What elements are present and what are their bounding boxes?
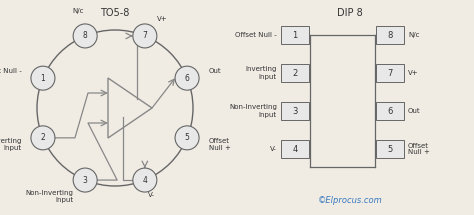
Text: N/c: N/c — [73, 8, 84, 14]
Text: Offset
Null +: Offset Null + — [408, 143, 430, 155]
Text: TO5-8: TO5-8 — [100, 8, 130, 18]
Text: 2: 2 — [41, 133, 46, 142]
Text: V-: V- — [148, 192, 155, 198]
Text: Out: Out — [209, 68, 221, 74]
Text: 8: 8 — [387, 31, 392, 40]
Text: 2: 2 — [292, 69, 298, 77]
FancyBboxPatch shape — [376, 140, 404, 158]
Text: 6: 6 — [185, 74, 190, 83]
Text: 8: 8 — [83, 31, 88, 40]
Text: 4: 4 — [142, 176, 147, 184]
FancyBboxPatch shape — [376, 102, 404, 120]
Text: 5: 5 — [387, 144, 392, 154]
Text: 1: 1 — [292, 31, 298, 40]
Text: 3: 3 — [292, 106, 298, 115]
Circle shape — [31, 126, 55, 150]
Text: 1: 1 — [41, 74, 46, 83]
FancyBboxPatch shape — [281, 102, 309, 120]
Text: V+: V+ — [408, 70, 419, 76]
FancyBboxPatch shape — [281, 140, 309, 158]
FancyBboxPatch shape — [376, 64, 404, 82]
Text: V+: V+ — [157, 16, 167, 22]
Text: Non-Inverting
Input: Non-Inverting Input — [26, 190, 73, 203]
Text: Non-Inverting
Input: Non-Inverting Input — [229, 104, 277, 118]
Circle shape — [73, 168, 97, 192]
Text: N/c: N/c — [408, 32, 419, 38]
Text: Offset Null -: Offset Null - — [235, 32, 277, 38]
FancyBboxPatch shape — [281, 64, 309, 82]
Circle shape — [175, 126, 199, 150]
Text: V-: V- — [270, 146, 277, 152]
Circle shape — [133, 24, 157, 48]
Text: 6: 6 — [387, 106, 392, 115]
Circle shape — [133, 168, 157, 192]
Text: Offset
Null +: Offset Null + — [209, 138, 230, 151]
Text: 7: 7 — [142, 31, 147, 40]
Circle shape — [31, 66, 55, 90]
Text: Inverting
Input: Inverting Input — [0, 138, 21, 151]
Text: ©Elprocus.com: ©Elprocus.com — [318, 196, 383, 205]
Text: 5: 5 — [185, 133, 190, 142]
Circle shape — [175, 66, 199, 90]
FancyBboxPatch shape — [376, 26, 404, 44]
Text: 4: 4 — [292, 144, 298, 154]
Text: Out: Out — [408, 108, 420, 114]
Text: 3: 3 — [83, 176, 88, 184]
Text: Inverting
Input: Inverting Input — [246, 66, 277, 80]
Text: 7: 7 — [387, 69, 392, 77]
FancyBboxPatch shape — [281, 26, 309, 44]
Text: Offset Null -: Offset Null - — [0, 68, 21, 74]
Circle shape — [73, 24, 97, 48]
Text: DIP 8: DIP 8 — [337, 8, 363, 18]
